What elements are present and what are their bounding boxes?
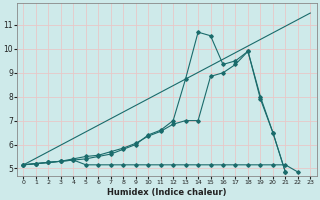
- X-axis label: Humidex (Indice chaleur): Humidex (Indice chaleur): [107, 188, 227, 197]
